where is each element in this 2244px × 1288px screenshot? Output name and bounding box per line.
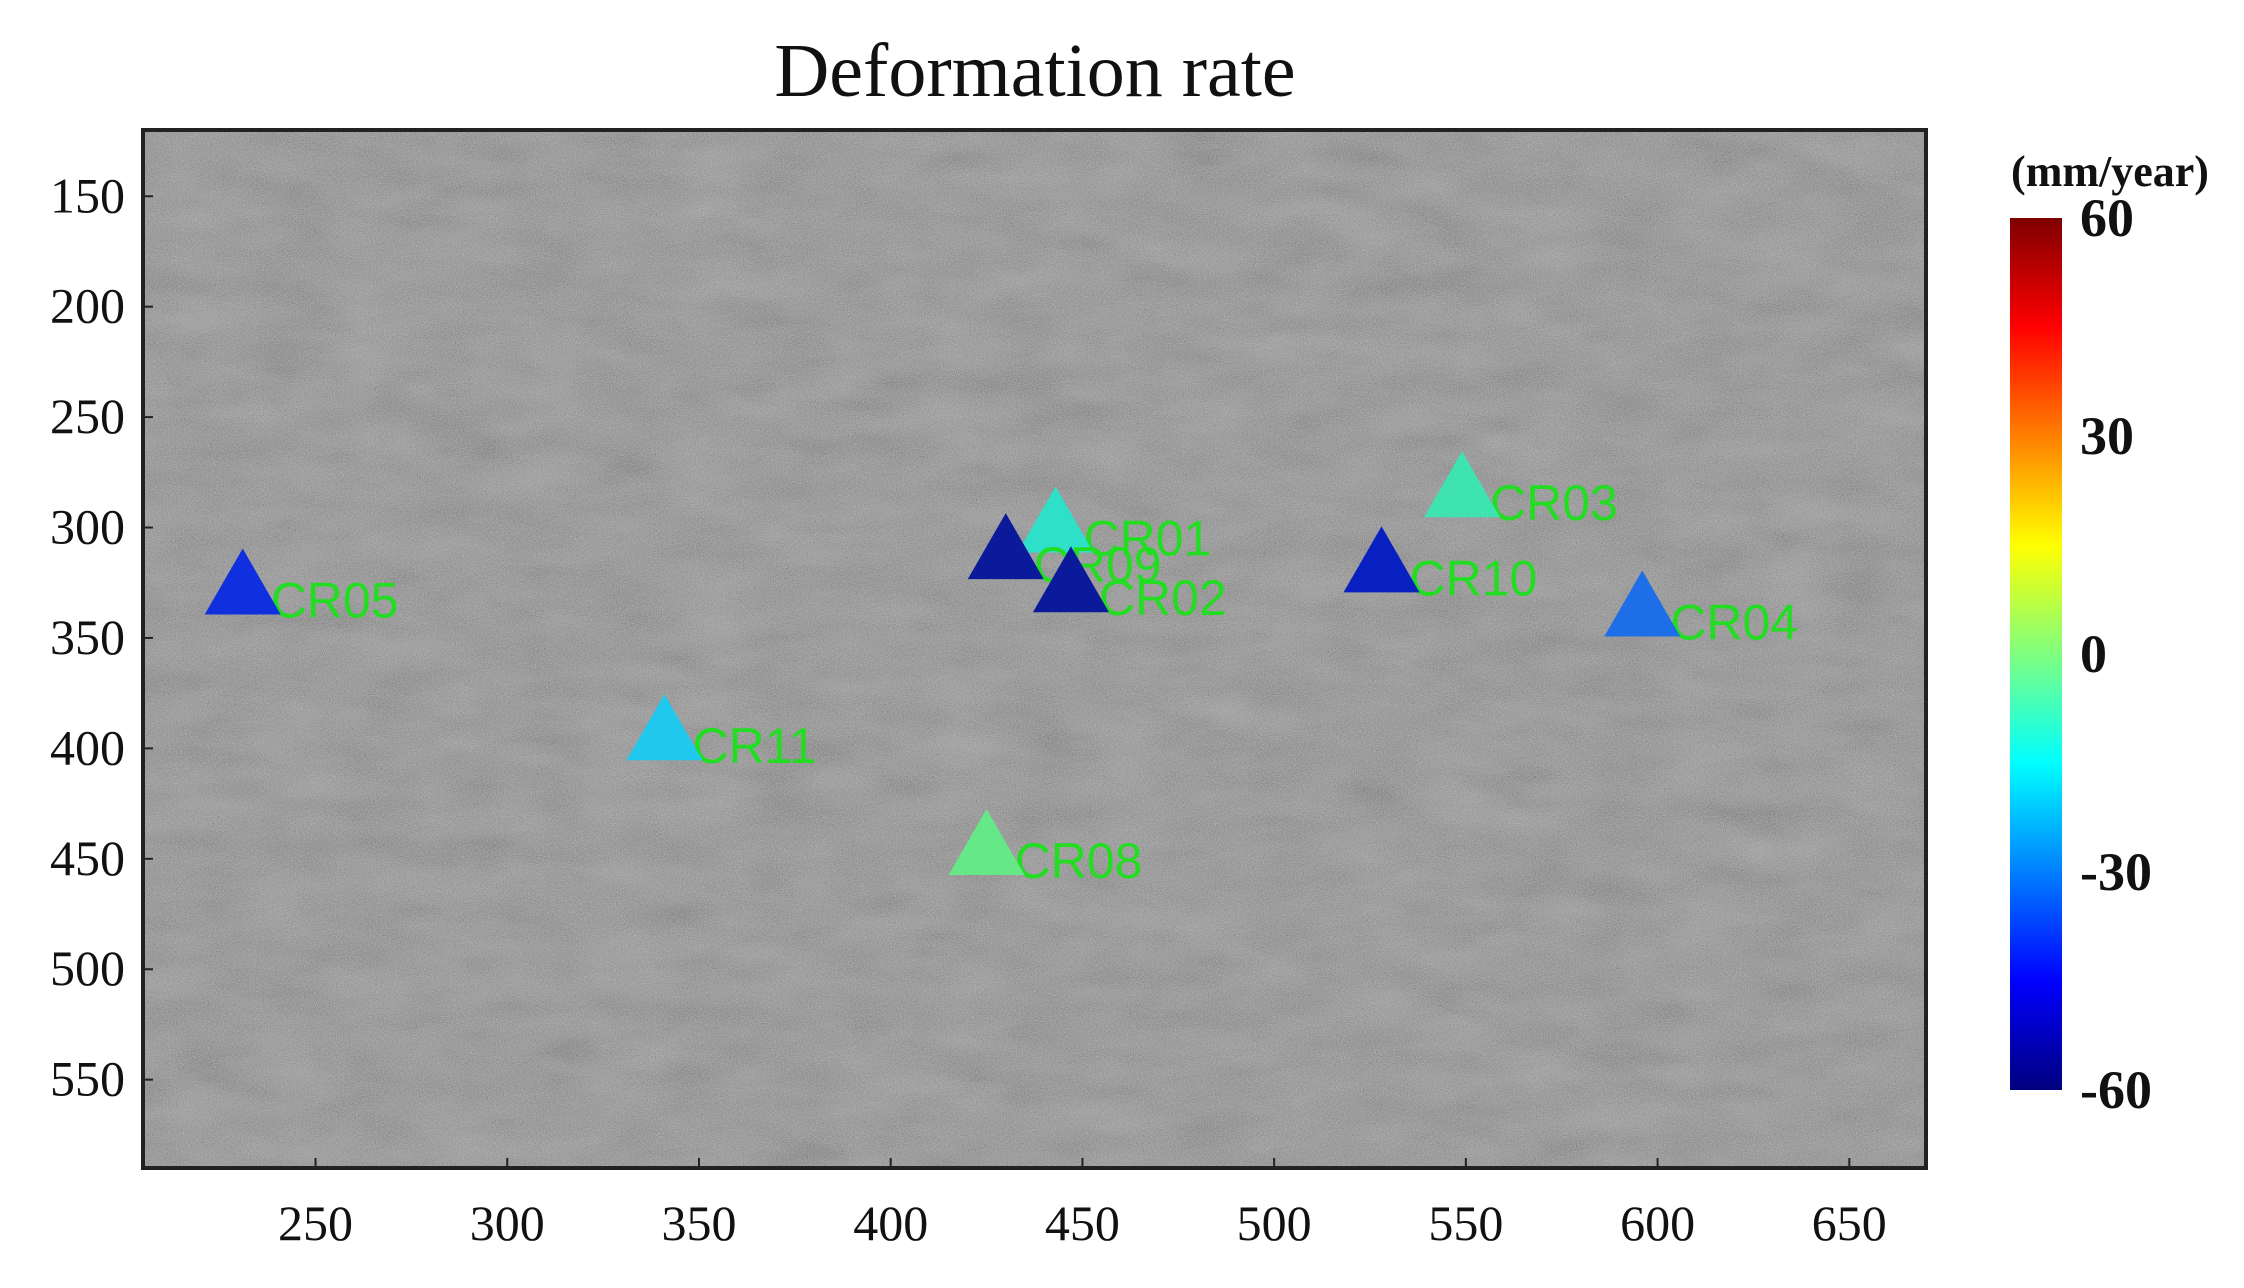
colorbar-tick-label: -60 [2080,1060,2152,1120]
colorbar-tick-label: 30 [2080,406,2134,466]
point-label: CR10 [1410,550,1538,606]
sar-image-background [143,130,1926,1168]
cr-point-cr02: CR02 [1032,546,1227,626]
plot-frame [141,128,1928,1170]
x-tick-label: 450 [1045,1195,1120,1251]
colorbar [2010,218,2062,1090]
cr-point-cr03: CR03 [1424,451,1618,531]
y-tick-label: 250 [50,388,125,444]
x-axis-ticks: 250 300 350 400 450 500 550 600 650 [278,1158,1887,1251]
x-tick-label: 650 [1812,1195,1887,1251]
x-tick-label: 600 [1620,1195,1695,1251]
point-label: CR11 [692,718,816,774]
cr-point-cr11: CR11 [626,694,817,774]
point-label: CR03 [1490,475,1618,531]
point-label: CR08 [1015,833,1143,889]
chart-title: Deformation rate [774,29,1295,113]
x-tick-label: 350 [661,1195,736,1251]
y-tick-label: 200 [50,278,125,334]
triangle-marker [1604,570,1681,637]
x-tick-label: 550 [1428,1195,1503,1251]
cr-point-cr08: CR08 [948,809,1143,889]
triangle-marker [948,809,1025,876]
triangle-marker [967,513,1044,580]
y-tick-label: 400 [50,719,125,775]
triangle-marker [1343,526,1420,593]
y-tick-label: 300 [50,499,125,555]
triangle-marker [1424,451,1501,518]
point-label: CR04 [1670,594,1798,650]
triangle-marker [626,694,703,761]
y-tick-label: 450 [50,830,125,886]
cr-point-cr10: CR10 [1343,526,1538,606]
point-label: CR01 [1084,511,1212,567]
point-label: CR05 [271,572,399,628]
colorbar-unit-label: (mm/year) [2011,147,2209,196]
y-tick-label: 550 [50,1051,125,1107]
triangle-marker [204,548,281,615]
point-label: CR02 [1099,570,1227,626]
cr-point-cr01: CR01 [1017,486,1212,567]
x-tick-label: 300 [470,1195,545,1251]
y-tick-label: 150 [50,167,125,223]
colorbar-tick-label: 60 [2080,188,2134,248]
triangle-marker [1017,486,1094,553]
colorbar-tick-label: -30 [2080,842,2152,902]
colorbar-tick-label: 0 [2080,624,2107,684]
y-axis-ticks: 150 200 250 300 350 400 450 500 550 [50,167,153,1107]
triangle-marker [1032,546,1109,613]
x-tick-label: 500 [1237,1195,1312,1251]
cr-point-cr05: CR05 [204,548,399,628]
cr-point-cr04: CR04 [1604,570,1798,650]
y-tick-label: 350 [50,609,125,665]
y-tick-label: 500 [50,940,125,996]
x-tick-label: 250 [278,1195,353,1251]
colorbar-ticks: 60 30 0 -30 -60 [2080,188,2152,1120]
x-tick-label: 400 [853,1195,928,1251]
